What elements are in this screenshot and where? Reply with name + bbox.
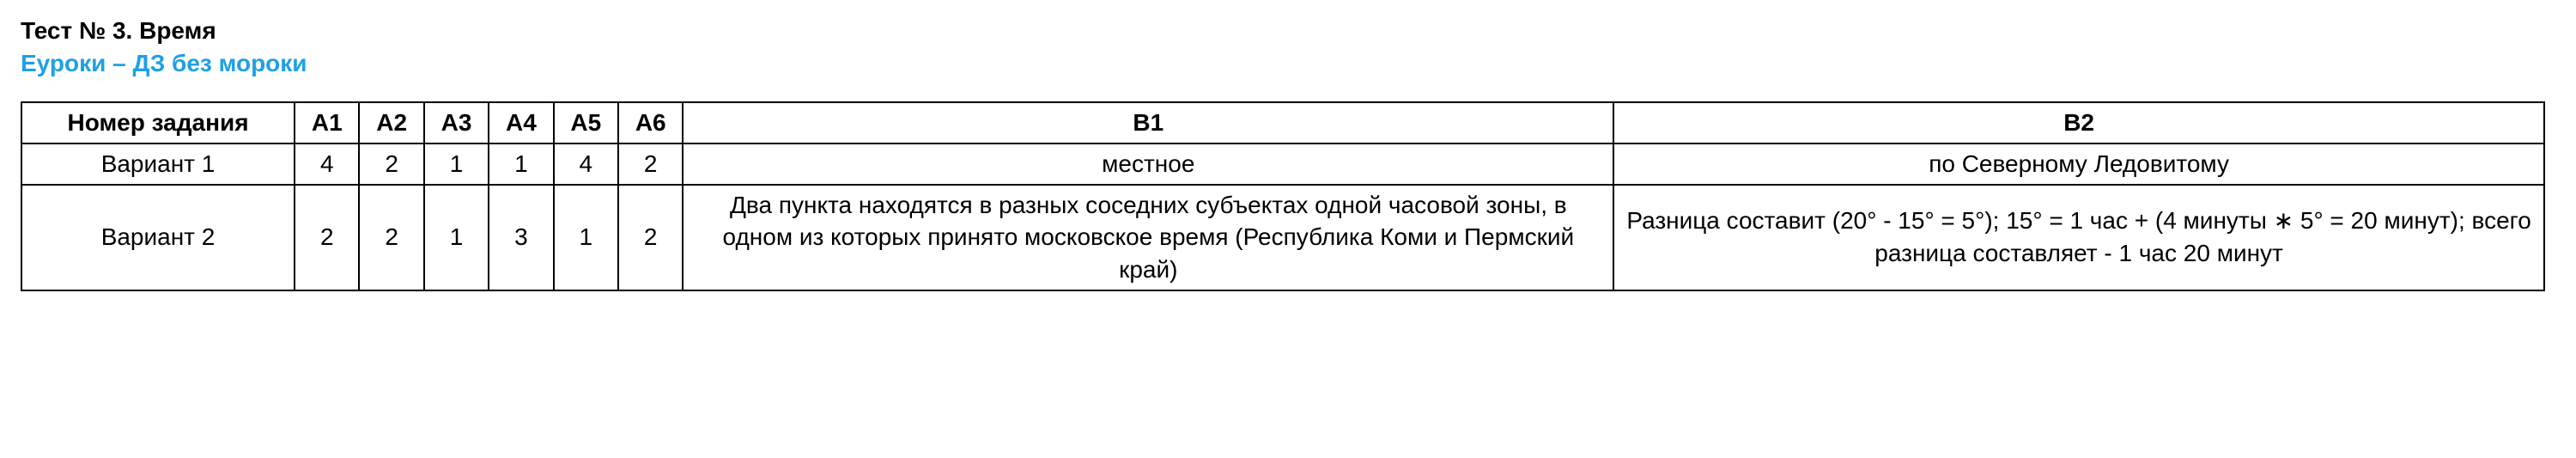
col-a4: А4 (489, 102, 553, 144)
cell-a1: 2 (295, 185, 359, 290)
table-row: Вариант 1 4 2 1 1 4 2 местное по Северно… (21, 144, 2544, 185)
cell-a6: 2 (618, 185, 683, 290)
col-a6: А6 (618, 102, 683, 144)
cell-b2: Разница составит (20° - 15° = 5°); 15° =… (1613, 185, 2544, 290)
col-task-number: Номер задания (21, 102, 295, 144)
cell-a3: 1 (424, 144, 489, 185)
cell-a6: 2 (618, 144, 683, 185)
col-b1: В1 (683, 102, 1613, 144)
cell-a4: 1 (489, 144, 553, 185)
table-header-row: Номер задания А1 А2 А3 А4 А5 А6 В1 В2 (21, 102, 2544, 144)
col-b2: В2 (1613, 102, 2544, 144)
col-a2: А2 (359, 102, 423, 144)
col-a3: А3 (424, 102, 489, 144)
cell-b2: по Северному Ледовитому (1613, 144, 2544, 185)
table-row: Вариант 2 2 2 1 3 1 2 Два пункта находят… (21, 185, 2544, 290)
col-a1: А1 (295, 102, 359, 144)
row-label: Вариант 2 (21, 185, 295, 290)
page-subtitle: Еуроки – ДЗ без мороки (21, 50, 2555, 77)
cell-a4: 3 (489, 185, 553, 290)
cell-b1: Два пункта находятся в разных соседних с… (683, 185, 1613, 290)
page-title: Тест № 3. Время (21, 17, 2555, 45)
cell-b1: местное (683, 144, 1613, 185)
cell-a5: 1 (554, 185, 618, 290)
cell-a1: 4 (295, 144, 359, 185)
cell-a3: 1 (424, 185, 489, 290)
answers-table: Номер задания А1 А2 А3 А4 А5 А6 В1 В2 Ва… (21, 101, 2545, 291)
row-label: Вариант 1 (21, 144, 295, 185)
cell-a2: 2 (359, 185, 423, 290)
cell-a2: 2 (359, 144, 423, 185)
cell-a5: 4 (554, 144, 618, 185)
col-a5: А5 (554, 102, 618, 144)
